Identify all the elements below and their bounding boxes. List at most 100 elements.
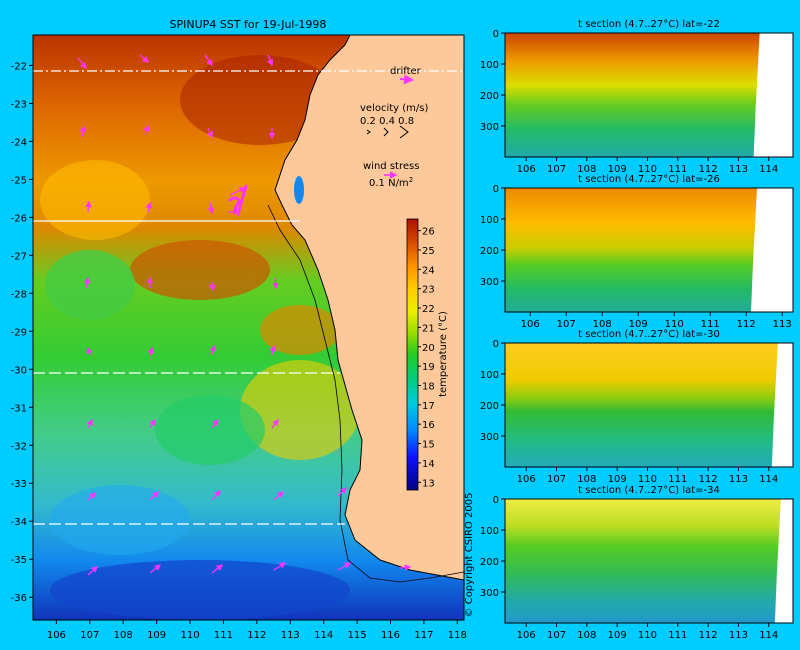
section-y-tick-label: 200	[480, 246, 499, 257]
section-x-tick-label: 113	[729, 164, 748, 175]
section-y-tick-label: 300	[480, 588, 499, 599]
velocity-arrow	[211, 564, 224, 574]
velocity-arrow	[139, 54, 149, 63]
section-y-tick-label: 0	[493, 495, 499, 506]
section-x-tick-label: 108	[593, 319, 612, 330]
eddy-warm	[260, 305, 340, 355]
section-y-tick-label: 0	[493, 184, 499, 195]
y-tick-label: -36	[11, 593, 27, 604]
section-x-tick-label: 112	[699, 474, 718, 485]
section-x-tick-label: 113	[729, 630, 748, 641]
eddy-warm	[130, 240, 270, 300]
velocity-label: velocity (m/s)	[360, 103, 428, 114]
velocity-arrow	[337, 562, 352, 571]
wind-stress-scale-value: 0.1 N/m	[369, 178, 409, 189]
section-x-tick-label: 114	[759, 164, 778, 175]
section-x-tick-label: 112	[737, 319, 756, 330]
y-tick-label: -32	[11, 441, 27, 452]
section-title: t section (4.7..27°C) lat=-26	[578, 174, 720, 185]
x-tick-label: 109	[147, 630, 166, 641]
velocity-arrow	[149, 564, 162, 574]
map-title: SPINUP4 SST for 19-Jul-1998	[170, 18, 327, 31]
velocity-arrow	[85, 200, 92, 213]
colorbar-tick-label: 21	[422, 323, 435, 334]
velocity-arrow	[204, 54, 213, 67]
section-x-tick-label: 111	[668, 630, 687, 641]
y-tick-label: -29	[11, 327, 27, 338]
y-tick-label: -34	[11, 517, 27, 528]
colorbar-tick-label: 18	[422, 381, 435, 392]
velocity-arrow	[229, 187, 247, 196]
eddy-cold	[50, 560, 350, 620]
section-land-mask	[774, 499, 793, 623]
drifter-label: drifter	[390, 66, 422, 77]
velocity-arrow	[87, 492, 96, 501]
eddy-warm	[240, 360, 360, 460]
velocity-arrow	[273, 562, 287, 571]
velocity-arrow	[269, 344, 277, 356]
velocity-arrow	[79, 125, 87, 138]
velocity-arrow	[211, 418, 219, 429]
colorbar-label: temperature (°C)	[438, 311, 449, 397]
section-y-tick-label: 300	[480, 432, 499, 443]
drifter-legend-arrow	[399, 74, 414, 85]
colorbar-ticks: 13 14 15 16 17 18 19 20 21 22 23 24 25 26	[418, 227, 435, 489]
colorbar-tick-label: 25	[422, 246, 435, 257]
section-x-tick-label: 111	[668, 164, 687, 175]
y-tick-label: -25	[11, 175, 27, 186]
velocity-arrow	[86, 418, 93, 429]
colorbar-tick-label: 15	[422, 440, 435, 451]
section-y-tick-label: 300	[480, 122, 499, 133]
section-x-tick-label: 113	[773, 319, 792, 330]
drifter-track	[228, 184, 248, 217]
section-y-tick-label: 100	[480, 526, 499, 537]
x-tick-label: 114	[314, 630, 333, 641]
section-y-tick-label: 100	[480, 60, 499, 71]
x-tick-label: 106	[47, 630, 66, 641]
eddy-cold	[50, 485, 190, 555]
section-temperature-field	[505, 499, 781, 623]
colorbar-tick-label: 19	[422, 362, 435, 373]
y-tick-label: -28	[11, 289, 27, 300]
y-tick-label: -24	[11, 137, 27, 148]
section-panel-3: t section (4.7..27°C) lat=-30 106 107 108 10…	[480, 329, 794, 485]
wind-stress-label: wind stress	[363, 161, 419, 172]
colorbar-tick-label: 16	[422, 420, 435, 431]
map-frame	[32, 34, 465, 621]
section-x-tick-label: 109	[608, 630, 627, 641]
velocity-arrow	[86, 346, 93, 357]
velocity-arrow	[149, 491, 159, 501]
x-tick-label: 116	[381, 630, 400, 641]
colorbar-tick-label: 24	[422, 265, 435, 276]
section-x-tick-label: 110	[638, 474, 657, 485]
y-tick-label: -35	[11, 555, 27, 566]
section-y-tick-label: 0	[493, 339, 499, 350]
section-x-tick-label: 107	[547, 164, 566, 175]
section-title: t section (4.7..27°C) lat=-22	[578, 19, 720, 30]
section-x-tick-label: 108	[577, 630, 596, 641]
velocity-arrow	[337, 487, 347, 497]
velocity-arrow	[211, 490, 221, 501]
eddy-cool	[155, 395, 265, 465]
section-x-tick-label: 111	[668, 474, 687, 485]
velocity-arrow	[271, 418, 279, 429]
section-x-tick-label: 106	[517, 164, 536, 175]
velocity-arrow	[399, 564, 412, 571]
x-tick-label: 110	[180, 630, 199, 641]
section-panel-4: t section (4.7..27°C) lat=-34 106 107 108 10…	[480, 485, 794, 641]
colorbar-tick-label: 23	[422, 285, 435, 296]
section-y-tick-label: 200	[480, 91, 499, 102]
x-tick-label: 107	[80, 630, 99, 641]
velocity-arrow	[145, 201, 153, 213]
section-y-tick-label: 200	[480, 557, 499, 568]
velocity-arrow	[143, 124, 150, 136]
section-x-tick-label: 110	[638, 164, 657, 175]
colorbar-tick-label: 17	[422, 401, 435, 412]
wind-stress-scale-sup: 2	[409, 176, 413, 184]
colorbar-ramp	[406, 218, 419, 491]
section-x-tick-label: 110	[665, 319, 684, 330]
section-panel-1: t section (4.7..27°C) lat=-22 106 107 108 10…	[480, 19, 794, 175]
section-x-tick-label: 106	[521, 319, 540, 330]
colorbar-tick-label: 20	[422, 343, 435, 354]
